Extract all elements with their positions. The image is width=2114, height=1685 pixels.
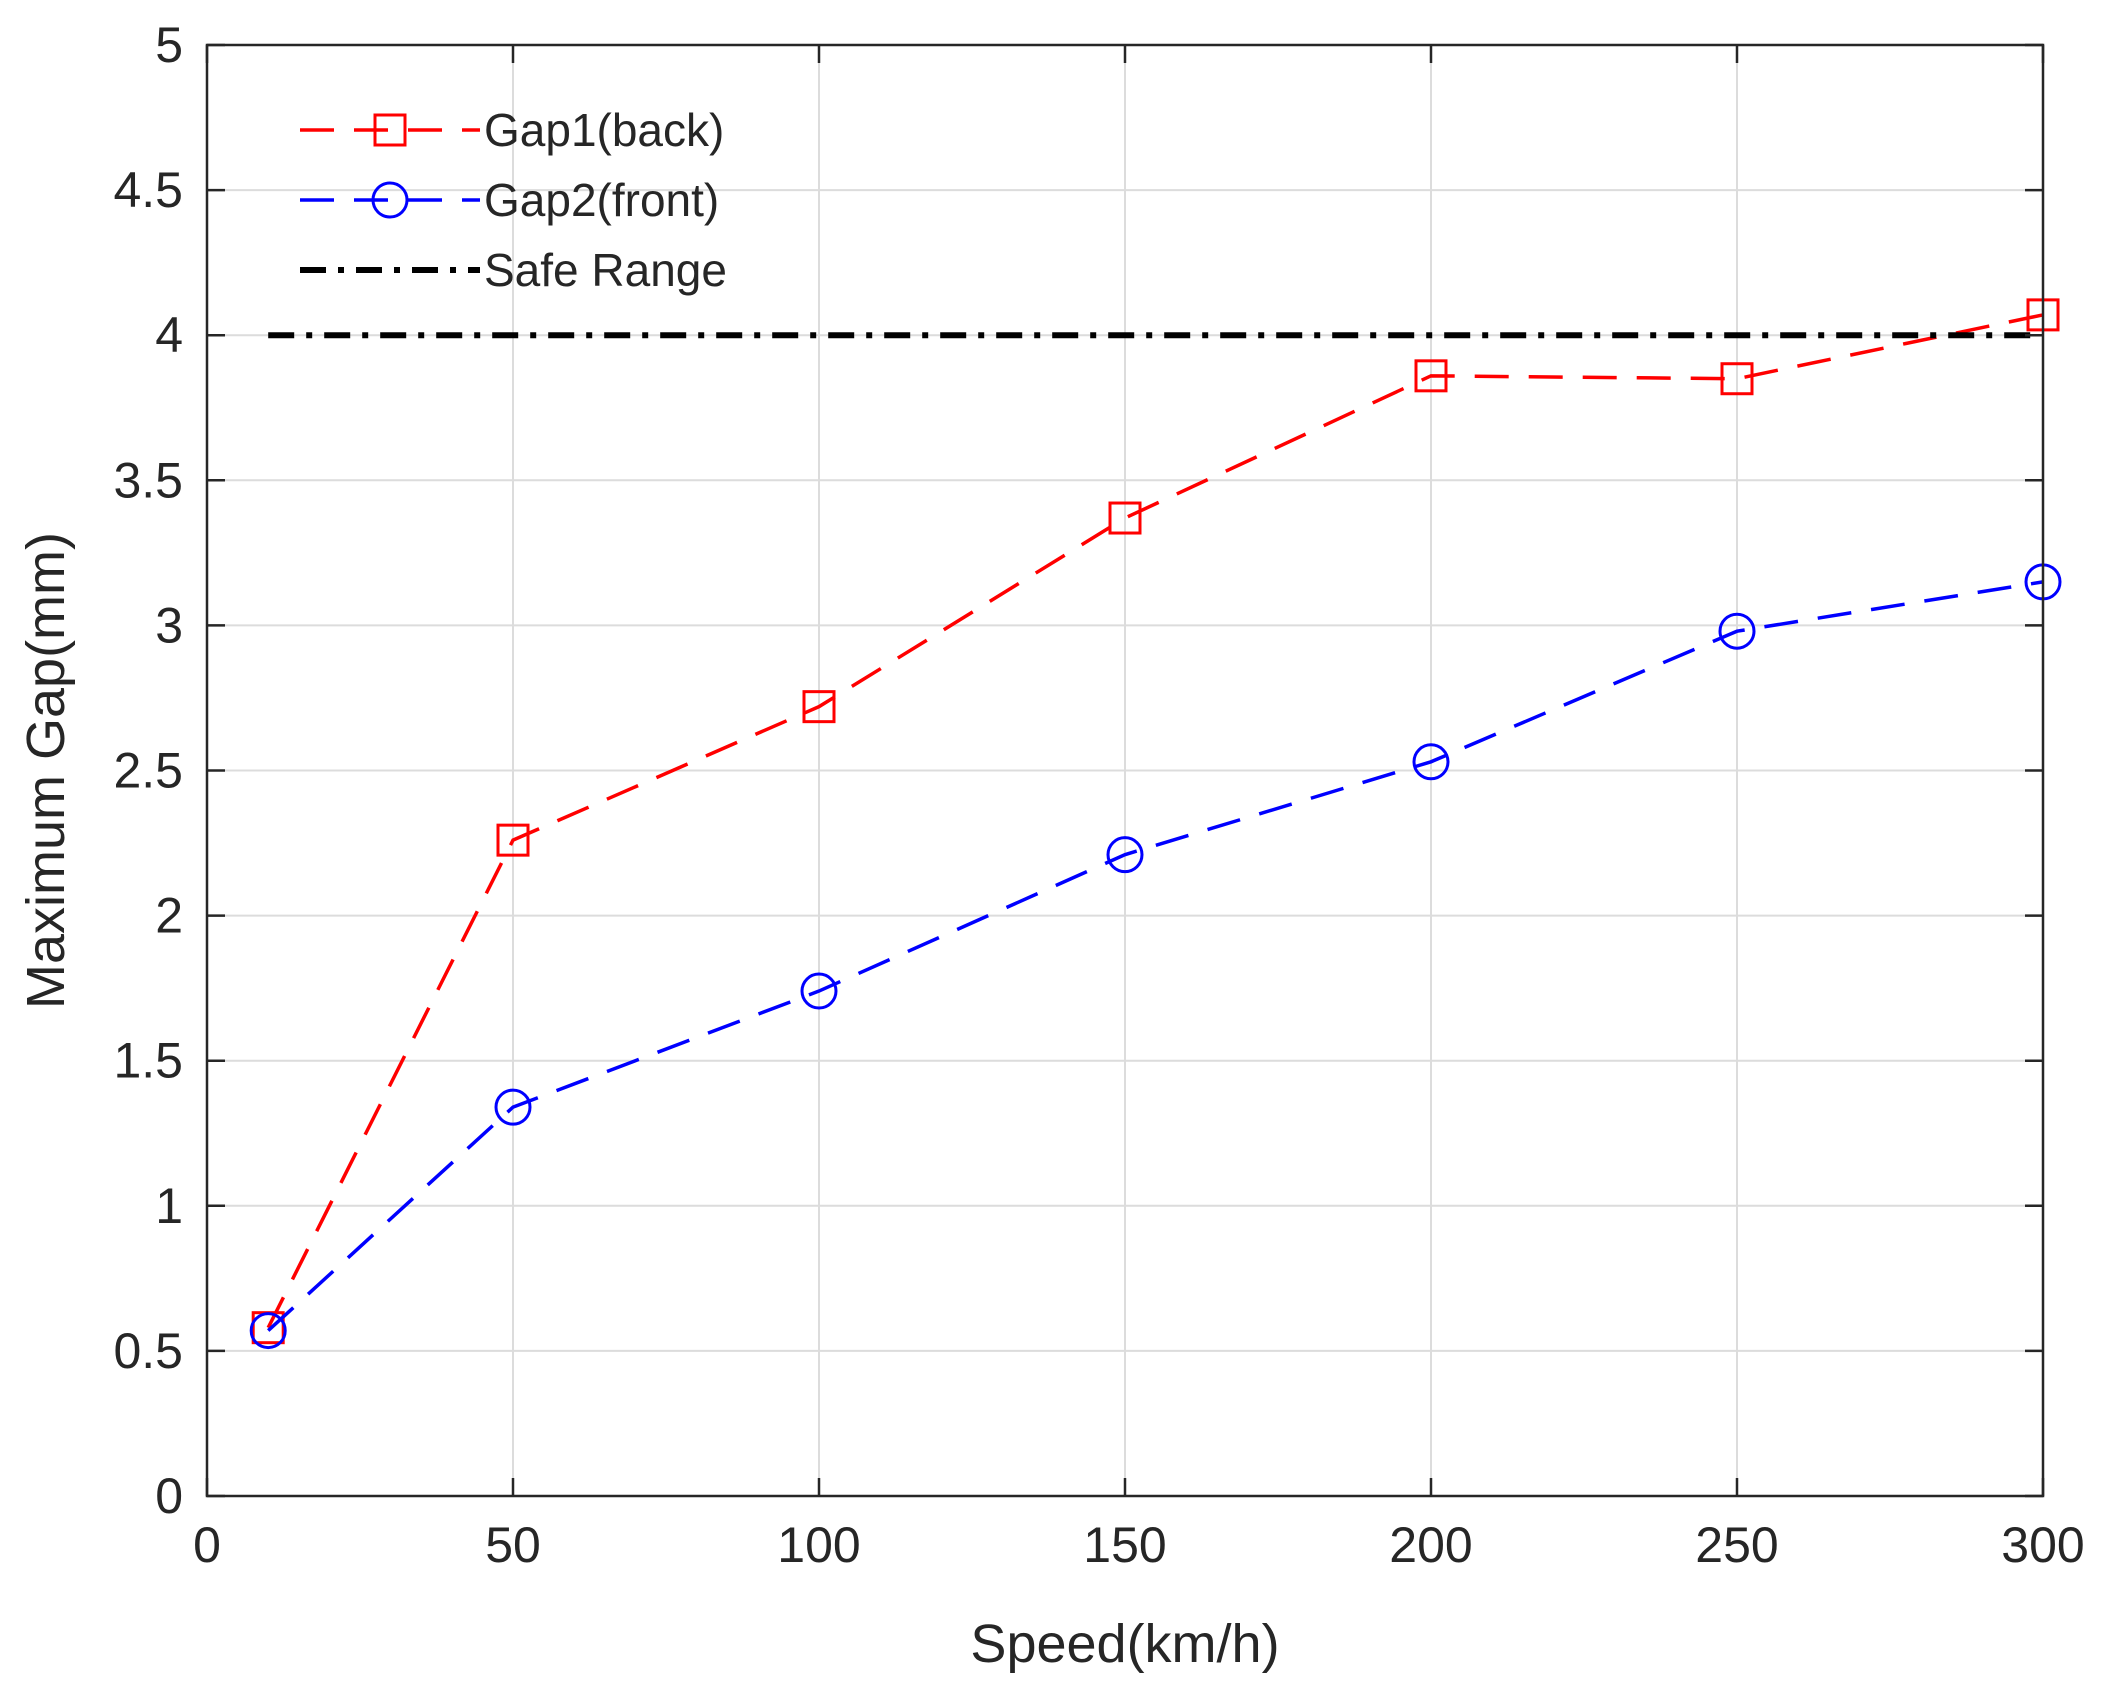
series-line xyxy=(266,313,2044,1329)
y-tick-label: 0.5 xyxy=(113,1323,183,1379)
legend: Gap1(back) Gap2(front) Safe Range xyxy=(300,104,727,296)
legend-label: Gap1(back) xyxy=(484,104,724,156)
x-tick-label: 100 xyxy=(777,1517,860,1573)
series-line xyxy=(267,580,2044,1332)
y-tick-label: 4.5 xyxy=(113,162,183,218)
data-point-circle xyxy=(1412,743,1450,781)
data-point-square xyxy=(1414,359,1448,393)
y-tick-label: 2.5 xyxy=(113,743,183,799)
legend-marker xyxy=(373,113,407,147)
legend-marker xyxy=(371,181,409,219)
legend-entry: Gap2(front) xyxy=(300,174,719,226)
legend-entry: Safe Range xyxy=(300,244,727,296)
y-tick-label: 1.5 xyxy=(113,1033,183,1089)
data-point-square xyxy=(1108,501,1142,535)
x-tick-label: 150 xyxy=(1083,1517,1166,1573)
x-tick-label: 50 xyxy=(485,1517,541,1573)
series-0 xyxy=(251,298,2060,1345)
legend-entry: Gap1(back) xyxy=(300,104,724,156)
data-point-circle xyxy=(1718,612,1756,650)
y-tick-label: 5 xyxy=(155,17,183,73)
x-tick-label: 300 xyxy=(2001,1517,2084,1573)
legend-label: Gap2(front) xyxy=(484,174,719,226)
data-point-circle xyxy=(494,1088,532,1126)
y-tick-label: 4 xyxy=(155,307,183,363)
x-tick-label: 250 xyxy=(1695,1517,1778,1573)
y-tick-label: 3 xyxy=(155,597,183,653)
y-tick-label: 1 xyxy=(155,1178,183,1234)
data-point-circle xyxy=(249,1312,287,1350)
x-axis-label: Speed(km/h) xyxy=(970,1614,1279,1674)
data-point-circle xyxy=(1106,836,1144,874)
y-tick-label: 3.5 xyxy=(113,452,183,508)
legend-label: Safe Range xyxy=(484,244,727,296)
y-tick-label: 2 xyxy=(155,888,183,944)
y-axis-label: Maximum Gap(mm) xyxy=(16,532,76,1009)
x-tick-label: 0 xyxy=(193,1517,221,1573)
x-tick-label: 200 xyxy=(1389,1517,1472,1573)
data-point-square xyxy=(496,823,530,857)
axis-ticks: 0 50 100 150 200 250 300 0 0.5 1 1.5 2 2.5 3 3.5 4 4.5 5 xyxy=(113,17,2084,1573)
y-tick-label: 0 xyxy=(155,1468,183,1524)
data-point-circle xyxy=(800,972,838,1010)
data-point-square xyxy=(1720,362,1754,396)
data-point-square xyxy=(802,690,836,724)
